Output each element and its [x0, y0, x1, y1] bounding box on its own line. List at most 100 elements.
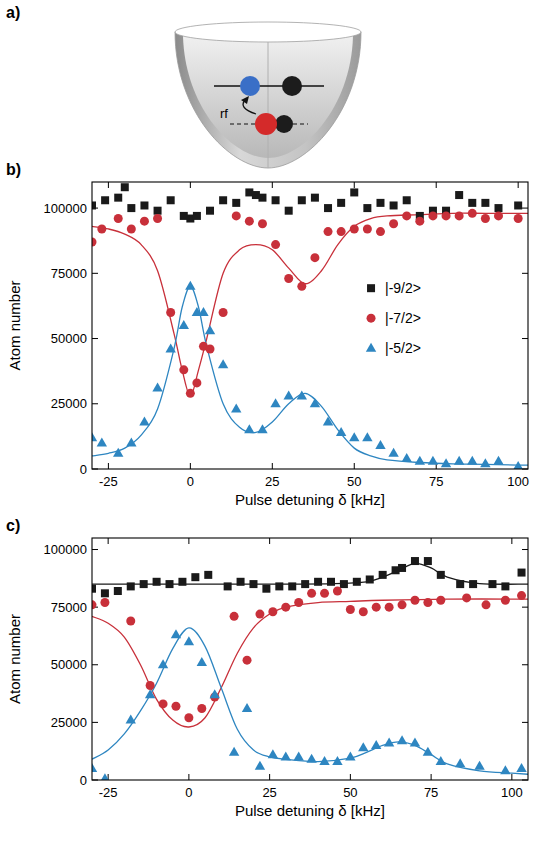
trap-cut [268, 42, 269, 168]
data-point [319, 756, 329, 765]
y-axis-title: Atom number [6, 280, 23, 370]
data-point [97, 437, 107, 446]
y-tick [522, 338, 528, 339]
x-tick-label: 0 [185, 785, 192, 800]
data-point [152, 383, 162, 392]
data-point [436, 756, 446, 765]
data-point [320, 589, 329, 598]
data-point [285, 207, 293, 215]
plot-area [92, 183, 528, 469]
data-point [350, 224, 359, 233]
data-point [474, 761, 484, 770]
data-point [389, 219, 398, 228]
rf-arrowhead [241, 96, 249, 104]
data-point [350, 188, 358, 196]
data-point [398, 600, 407, 609]
data-point [92, 600, 97, 609]
data-point [516, 763, 526, 772]
data-point [281, 751, 291, 760]
data-point [488, 580, 496, 588]
x-tick [108, 463, 109, 469]
x-tick [354, 182, 355, 188]
data-point [171, 629, 181, 638]
data-point [333, 587, 342, 596]
data-point [145, 689, 155, 698]
x-tick-label: 50 [343, 785, 357, 800]
data-point [494, 211, 503, 220]
data-point [311, 194, 319, 202]
data-point [428, 456, 438, 465]
x-tick [511, 774, 512, 780]
data-point [297, 390, 307, 399]
data-point [171, 702, 180, 711]
data-point [456, 580, 464, 588]
data-point [467, 456, 477, 465]
data-point [310, 398, 320, 407]
y-tick-label: 50000 [51, 331, 87, 346]
y-tick-label: 100000 [44, 201, 87, 216]
data-point [402, 453, 412, 462]
data-point [255, 761, 265, 770]
data-point [423, 598, 432, 607]
data-point [101, 589, 109, 597]
data-point [501, 582, 509, 590]
atom-blue [240, 76, 260, 96]
data-point [230, 612, 239, 621]
data-point [245, 217, 254, 226]
data-point [232, 199, 240, 207]
data-point [385, 603, 394, 612]
data-point [229, 747, 239, 756]
y-tick [92, 722, 98, 723]
data-point [224, 582, 232, 590]
x-tick-label: -25 [99, 474, 118, 489]
y-tick-label: 0 [80, 462, 87, 477]
y-tick-label: 100000 [44, 542, 87, 557]
data-point [121, 183, 129, 191]
data-point [92, 201, 96, 209]
atom-black [275, 115, 293, 133]
data-point [362, 432, 372, 441]
x-tick [188, 538, 189, 544]
x-tick [436, 182, 437, 188]
x-tick [431, 538, 432, 544]
data-point [390, 201, 398, 209]
data-point [193, 212, 201, 220]
y-tick [522, 549, 528, 550]
x-axis-title: Pulse detuning δ [kHz] [235, 802, 385, 819]
data-point [166, 580, 174, 588]
data-point [210, 689, 220, 698]
data-point [336, 427, 346, 436]
fit-line [92, 628, 528, 774]
figure: a)rf-2502550751000250005000075000100000P… [0, 0, 537, 860]
data-point [379, 571, 387, 579]
data-point [178, 578, 186, 586]
data-point [92, 585, 96, 593]
data-point [437, 571, 445, 579]
data-point [179, 320, 189, 329]
x-tick [350, 538, 351, 544]
x-tick-label: 75 [429, 474, 443, 489]
data-point [481, 214, 490, 223]
data-point [204, 571, 212, 579]
data-point [114, 214, 123, 223]
data-point [359, 607, 368, 616]
data-point [403, 196, 411, 204]
data-point [468, 209, 477, 218]
data-point [372, 603, 381, 612]
data-point [243, 656, 252, 665]
legend-label: |-5/2> [385, 340, 421, 356]
y-tick [522, 664, 528, 665]
data-point [197, 657, 207, 666]
data-point [186, 389, 195, 398]
data-point [205, 325, 215, 334]
data-point [436, 596, 445, 605]
x-tick [269, 774, 270, 780]
y-tick [522, 403, 528, 404]
legend-label: |-7/2> [385, 310, 421, 326]
data-point [153, 578, 161, 586]
data-point [126, 715, 136, 724]
data-point [192, 378, 201, 387]
plot-frame [92, 538, 528, 780]
data-point [281, 603, 290, 612]
legend-label: |-9/2> [385, 280, 421, 296]
